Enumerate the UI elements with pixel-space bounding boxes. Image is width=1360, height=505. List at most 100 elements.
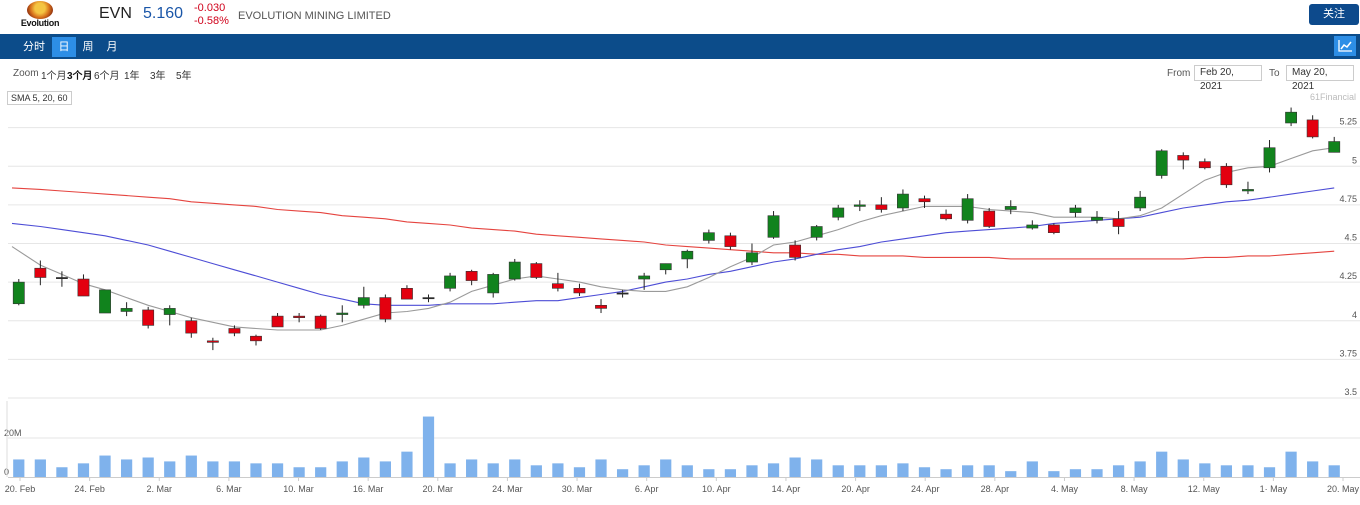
candle-up [897, 189, 909, 212]
candle-body [1198, 161, 1211, 169]
volume-bar [1285, 451, 1297, 477]
x-tick-label: 20. May [1327, 484, 1360, 494]
candle-body [120, 308, 133, 312]
candle-up [163, 305, 176, 326]
candle-down [573, 283, 586, 297]
candle-down [314, 314, 327, 331]
candle-body [1306, 119, 1319, 138]
volume-bar [228, 461, 241, 477]
x-tick-label: 10. Mar [283, 484, 314, 494]
candle-body [1091, 216, 1103, 221]
x-tick-label: 24. Mar [492, 484, 523, 494]
volume-bar [1220, 465, 1233, 477]
volume-bar [293, 467, 305, 477]
change-value: -0.030 [194, 2, 226, 14]
candle-body [659, 263, 672, 271]
zoom-3y-button[interactable]: 3年 [150, 71, 166, 82]
candle-up [487, 272, 500, 298]
candle-body [314, 315, 327, 329]
candle-up [1328, 136, 1341, 153]
candle-up [702, 229, 715, 244]
candle-up [746, 243, 758, 266]
tab-monthly[interactable]: 月 [106, 41, 118, 53]
tab-daily[interactable]: 日 [52, 37, 76, 57]
volume-bar [918, 467, 931, 477]
volume-bar [767, 463, 780, 477]
volume-bar [466, 459, 478, 477]
candle-body [983, 210, 996, 227]
zoom-label: Zoom [13, 68, 39, 79]
candle-body [551, 283, 564, 289]
volume-bar [164, 461, 176, 477]
candle-down [465, 269, 478, 286]
candle-body [487, 274, 500, 294]
line-chart-icon[interactable] [1334, 36, 1356, 56]
volume-bar [401, 451, 413, 477]
candle-down [875, 197, 888, 213]
candle-up [99, 289, 111, 314]
change-percent: -0.58% [194, 15, 229, 27]
zoom-6m-button[interactable]: 6个月 [94, 71, 120, 82]
volume-bar [1156, 451, 1168, 477]
candle-body [142, 309, 155, 326]
volume-bar [1328, 465, 1340, 477]
tab-weekly[interactable]: 周 [82, 41, 94, 53]
candle-down [401, 285, 413, 300]
candle-up [56, 271, 68, 287]
chart-credit: 61Financial [1310, 92, 1357, 102]
y-tick-label: 4 [1352, 310, 1357, 320]
company-name: EVOLUTION MINING LIMITED [238, 10, 391, 22]
x-tick-label: 20. Feb [5, 484, 36, 494]
volume-bar [1091, 469, 1103, 477]
to-date-input[interactable]: May 20, 2021 [1286, 65, 1354, 92]
volume-bar [983, 465, 995, 477]
tab-intraday[interactable]: 分时 [23, 41, 45, 53]
zoom-5y-button[interactable]: 5年 [176, 71, 192, 82]
candle-body [595, 304, 607, 309]
volume-bar [1177, 459, 1189, 477]
zoom-1y-button[interactable]: 1年 [124, 71, 140, 82]
y-tick-label: 5.25 [1339, 117, 1357, 127]
volume-bar [897, 463, 909, 477]
candle-down [1306, 115, 1319, 139]
candle-body [810, 226, 823, 238]
volume-bar [875, 465, 887, 477]
candle-down [1177, 152, 1190, 170]
candle-body [961, 198, 974, 221]
from-date-input[interactable]: Feb 20, 2021 [1194, 65, 1262, 92]
candle-body [271, 315, 284, 328]
volume-bar [444, 463, 456, 477]
volume-bar [638, 465, 650, 477]
x-tick-label: 4. May [1051, 484, 1079, 494]
volume-bar [1242, 465, 1254, 477]
zoom-1m-button[interactable]: 1个月 [41, 71, 67, 82]
zoom-3m-button[interactable]: 3个月 [67, 71, 93, 82]
volume-bar [854, 465, 866, 477]
candle-up [832, 204, 845, 221]
candle-up [1155, 149, 1168, 179]
candle-down [918, 195, 931, 208]
candle-body [1004, 206, 1017, 210]
volume-bar [1134, 461, 1146, 477]
candle-up [961, 194, 974, 224]
candle-body [293, 315, 306, 318]
candle-body [897, 193, 909, 209]
volume-bar [509, 459, 521, 477]
candle-body [530, 263, 543, 278]
y-tick-label: 3.5 [1344, 387, 1357, 397]
candle-body [1220, 165, 1233, 186]
volume-bar [1112, 465, 1125, 477]
candle-body [724, 235, 737, 247]
volume-bar [142, 457, 154, 477]
candle-body [1242, 189, 1254, 192]
y-tick-label: 4.25 [1339, 271, 1357, 281]
follow-button[interactable]: 关注 [1309, 4, 1359, 25]
from-label: From [1167, 68, 1191, 79]
volume-bar [250, 463, 262, 477]
zoom-toolbar: Zoom 1个月 3个月 6个月 1年 3年 5年 From Feb 20, 2… [0, 62, 1360, 92]
volume-bar [56, 467, 68, 477]
candle-down [530, 262, 543, 280]
volume-bar [1199, 463, 1211, 477]
candle-down [228, 325, 241, 337]
candle-down [185, 317, 198, 338]
